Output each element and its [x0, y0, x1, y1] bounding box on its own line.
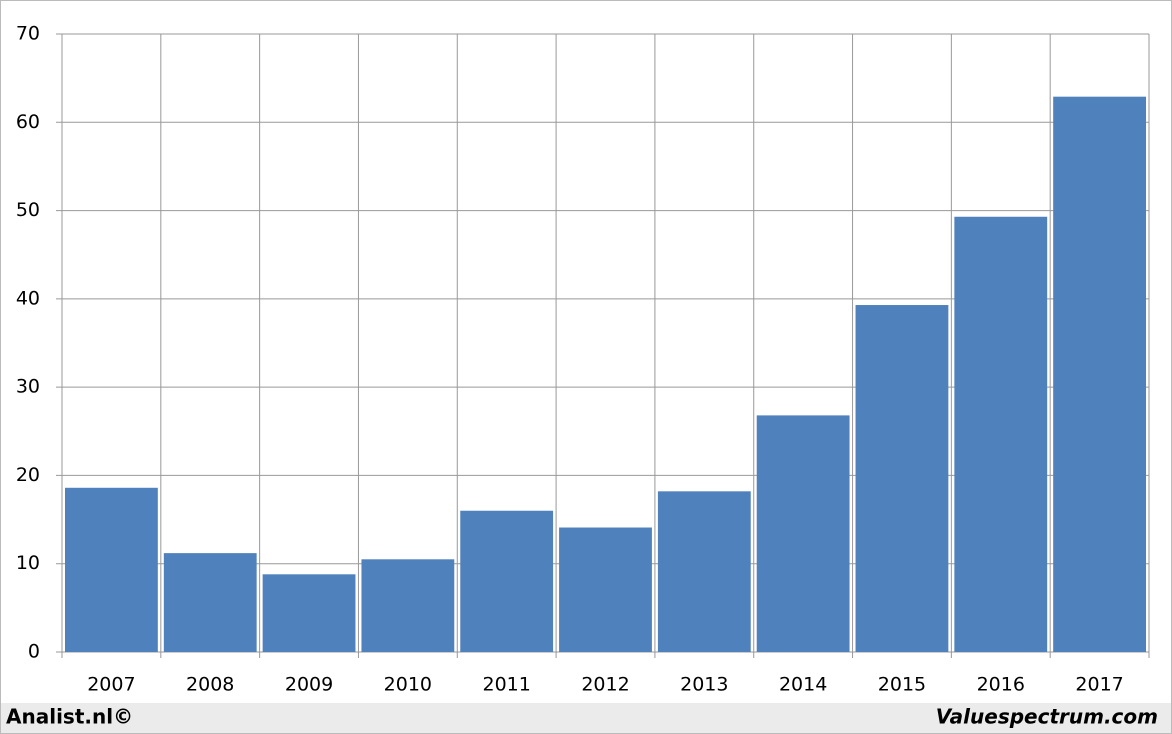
bar [1053, 96, 1146, 652]
footer-left: Analist.nl© [6, 705, 133, 729]
x-tick-label: 2007 [87, 674, 135, 696]
bar [460, 510, 554, 652]
bar [262, 574, 356, 652]
bar [657, 491, 751, 652]
x-tick-label: 2010 [384, 674, 432, 696]
bar [65, 487, 158, 652]
x-tick-label: 2014 [779, 674, 827, 696]
x-tick-label: 2015 [878, 674, 926, 696]
bar [756, 415, 850, 652]
y-tick-label: 30 [16, 376, 40, 398]
y-tick-label: 50 [16, 199, 40, 221]
y-tick-label: 10 [16, 552, 40, 574]
bar [361, 559, 455, 652]
bar [559, 527, 652, 652]
y-tick-label: 0 [28, 641, 40, 663]
x-tick-label: 2013 [680, 674, 728, 696]
x-tick-label: 2017 [1075, 674, 1123, 696]
bar [954, 216, 1048, 652]
bar [163, 553, 257, 652]
footer-band [1, 703, 1171, 733]
y-tick-label: 40 [16, 287, 40, 309]
x-tick-label: 2011 [483, 674, 531, 696]
bar [855, 305, 949, 652]
y-tick-label: 60 [16, 111, 40, 133]
y-tick-label: 70 [16, 23, 40, 45]
x-tick-label: 2016 [977, 674, 1025, 696]
x-tick-label: 2008 [186, 674, 234, 696]
x-tick-label: 2009 [285, 674, 333, 696]
x-tick-label: 2012 [581, 674, 629, 696]
footer-right: Valuespectrum.com [936, 705, 1158, 729]
y-tick-label: 20 [16, 464, 40, 486]
